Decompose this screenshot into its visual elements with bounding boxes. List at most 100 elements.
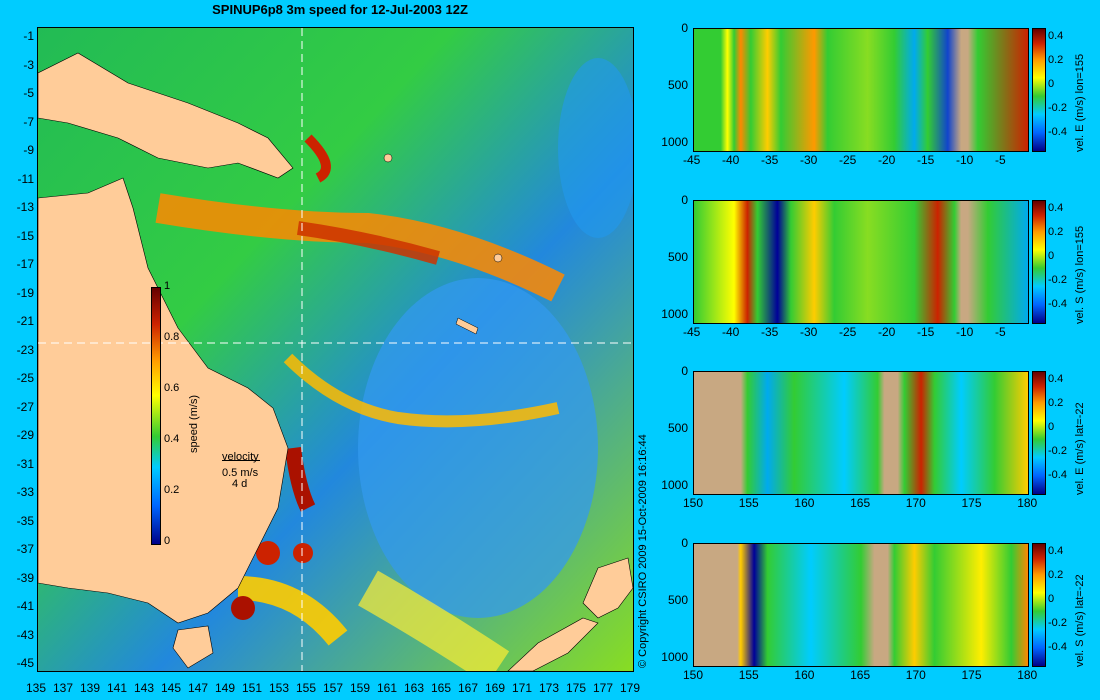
section-colorbar-tick: 0.2 bbox=[1048, 397, 1064, 409]
depth-tick-label: 0 bbox=[681, 364, 688, 378]
latitude-tick-label: -11 bbox=[17, 171, 34, 186]
section-x-tick-label: 175 bbox=[961, 668, 982, 682]
speed-colorbar-tick: 0.6 bbox=[164, 382, 180, 394]
section-colorbar-tick: 0.4 bbox=[1048, 373, 1064, 385]
latitude-tick-label: -7 bbox=[23, 114, 34, 129]
depth-tick-label: 0 bbox=[681, 193, 688, 207]
latitude-tick-label: -43 bbox=[16, 627, 34, 642]
velocity-legend-time: 4 d bbox=[232, 478, 248, 490]
longitude-tick-label: 175 bbox=[566, 681, 587, 695]
speed-map[interactable]: 1 0.8 0.6 0.4 0.2 0 speed (m/s) velocity 0.5 … bbox=[37, 27, 638, 685]
latitude-tick-label: -37 bbox=[16, 542, 34, 556]
section-x-tick-label: -10 bbox=[956, 153, 974, 167]
low-speed-region bbox=[558, 58, 638, 238]
east-australian-current bbox=[285, 446, 316, 512]
section-x-tick-label: -40 bbox=[722, 153, 740, 167]
longitude-tick-label: 161 bbox=[377, 681, 398, 695]
latitude-tick-label: -23 bbox=[16, 342, 34, 357]
section-x-tick-label: -35 bbox=[761, 325, 779, 339]
section-x-tick-label: -5 bbox=[995, 325, 1006, 339]
latitude-tick-label: -13 bbox=[16, 200, 34, 214]
section-colorbar-tick: -0.4 bbox=[1048, 469, 1067, 481]
land-new-zealand-north bbox=[582, 557, 634, 619]
land-new-guinea bbox=[37, 52, 294, 179]
speed-colorbar bbox=[151, 287, 161, 545]
section-panel-label: vel. E (m/s) lon=155 bbox=[1074, 53, 1086, 152]
latitude-tick-label: -31 bbox=[16, 456, 34, 471]
section-x-tick-label: -30 bbox=[800, 325, 818, 339]
eddy bbox=[231, 596, 255, 620]
section-panel-label: vel. E (m/s) lat=-22 bbox=[1074, 402, 1086, 495]
section-x-tick-label: 170 bbox=[905, 496, 926, 510]
section-colorbar-tick: -0.2 bbox=[1048, 617, 1067, 629]
section-x-tick-label: -15 bbox=[917, 325, 935, 339]
copyright-notice: © Copyright CSIRO 2009 15-Oct-2009 16:16… bbox=[637, 434, 649, 668]
section-x-tick-label: 150 bbox=[683, 668, 704, 682]
eddy bbox=[256, 541, 280, 565]
section-x-tick-label: 175 bbox=[961, 496, 982, 510]
section-colorbar-tick: -0.4 bbox=[1048, 298, 1067, 310]
section-colorbar-tick: 0 bbox=[1048, 250, 1055, 262]
longitude-tick-label: 157 bbox=[323, 681, 344, 695]
section-x-tick-label: -10 bbox=[956, 325, 974, 339]
longitude-tick-label: 171 bbox=[512, 681, 533, 695]
speed-colorbar-tick: 0.4 bbox=[164, 433, 180, 445]
section-colorbar-tick: 0.2 bbox=[1048, 54, 1064, 66]
section-panel bbox=[693, 200, 1029, 324]
section-colorbar-tick: -0.4 bbox=[1048, 126, 1067, 138]
section-panel bbox=[693, 28, 1029, 152]
section-colorbar-tick: -0.2 bbox=[1048, 274, 1067, 286]
section-x-tick-label: -25 bbox=[839, 153, 857, 167]
depth-tick-label: 500 bbox=[667, 593, 688, 607]
longitude-tick-label: 151 bbox=[242, 681, 263, 695]
speed-colorbar-tick: 1 bbox=[164, 280, 171, 292]
land-australia bbox=[37, 177, 289, 624]
section-x-tick-label: -15 bbox=[917, 153, 935, 167]
latitude-tick-label: -15 bbox=[16, 228, 34, 243]
section-colorbar-tick: -0.4 bbox=[1048, 641, 1067, 653]
latitude-tick-label: -45 bbox=[16, 656, 34, 670]
section-colorbar-tick: 0 bbox=[1048, 421, 1055, 433]
latitude-tick-label: -41 bbox=[16, 599, 34, 613]
section-x-tick-label: 155 bbox=[738, 496, 759, 510]
page-title: SPINUP6p8 3m speed for 12-Jul-2003 12Z bbox=[212, 2, 468, 17]
section-colorbar-tick: 0.2 bbox=[1048, 226, 1064, 238]
longitude-tick-label: 149 bbox=[215, 681, 236, 695]
land-vanuatu bbox=[493, 253, 503, 263]
longitude-tick-label: 153 bbox=[269, 681, 290, 695]
section-x-tick-label: 180 bbox=[1017, 668, 1038, 682]
section-x-tick-label: 180 bbox=[1017, 496, 1038, 510]
depth-tick-label: 500 bbox=[667, 250, 688, 264]
depth-tick-label: 1000 bbox=[661, 307, 688, 321]
land-solomon-islands bbox=[383, 153, 393, 163]
speed-colorbar-label: speed (m/s) bbox=[188, 394, 200, 453]
latitude-tick-label: -39 bbox=[16, 570, 34, 585]
depth-tick-label: 500 bbox=[667, 421, 688, 435]
section-x-tick-label: -5 bbox=[995, 153, 1006, 167]
section-panel-label: vel. S (m/s) lon=155 bbox=[1074, 225, 1086, 324]
high-speed-band bbox=[283, 353, 560, 428]
latitude-tick-label: -1 bbox=[23, 29, 34, 43]
velocity-legend-speed: 0.5 m/s bbox=[222, 467, 259, 479]
longitude-tick-label: 179 bbox=[620, 681, 641, 695]
latitude-tick-label: -35 bbox=[16, 513, 34, 528]
latitude-tick-label: -27 bbox=[16, 399, 34, 414]
section-x-tick-label: 150 bbox=[683, 496, 704, 510]
section-colorbar-tick: 0.4 bbox=[1048, 545, 1064, 557]
longitude-tick-label: 137 bbox=[53, 681, 74, 695]
speed-colorbar-tick: 0.8 bbox=[164, 331, 180, 343]
latitude-tick-label: -19 bbox=[16, 285, 34, 300]
section-colorbar bbox=[1032, 28, 1046, 152]
section-x-tick-label: 160 bbox=[794, 496, 815, 510]
high-speed-band bbox=[237, 576, 348, 646]
longitude-tick-label: 159 bbox=[350, 681, 371, 695]
depth-tick-label: 500 bbox=[667, 78, 688, 92]
low-speed-region bbox=[358, 278, 598, 618]
latitude-tick-label: -29 bbox=[16, 428, 34, 442]
eddy bbox=[293, 543, 313, 563]
latitude-tick-label: -3 bbox=[23, 57, 34, 72]
section-panel bbox=[693, 371, 1029, 495]
longitude-tick-label: 155 bbox=[296, 681, 317, 695]
longitude-tick-label: 163 bbox=[404, 681, 425, 695]
section-x-tick-label: 170 bbox=[905, 668, 926, 682]
